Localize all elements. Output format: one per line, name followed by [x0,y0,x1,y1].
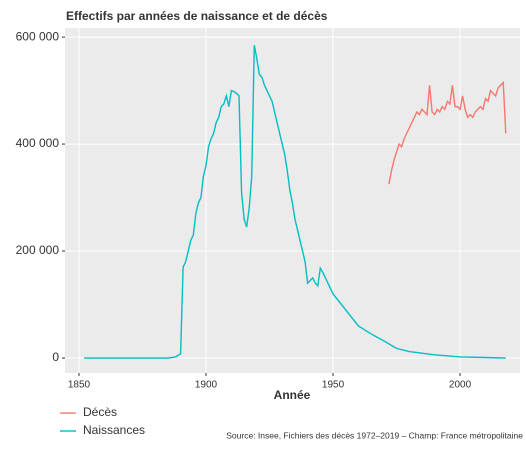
x-tick-label: 2000 [449,380,472,391]
legend-label: Naissances [83,423,145,437]
x-axis-title: Année [274,388,311,402]
x-tick-label: 1900 [195,380,218,391]
x-tick-label: 1950 [322,380,345,391]
legend-label: Décès [83,405,117,419]
y-tick-label: 400 000 [16,136,60,150]
line [84,44,506,359]
source: Source: Insee, Fichiers des décès 1972–2… [226,430,523,440]
y-tick-label: 0 [52,350,59,364]
y-tick-label: 200 000 [16,243,60,257]
line [388,80,507,185]
x-tick-label: 1850 [68,380,91,391]
y-tick-label: 600 000 [16,29,60,43]
chart-title: Effectifs par années de naissance et de … [66,9,328,23]
